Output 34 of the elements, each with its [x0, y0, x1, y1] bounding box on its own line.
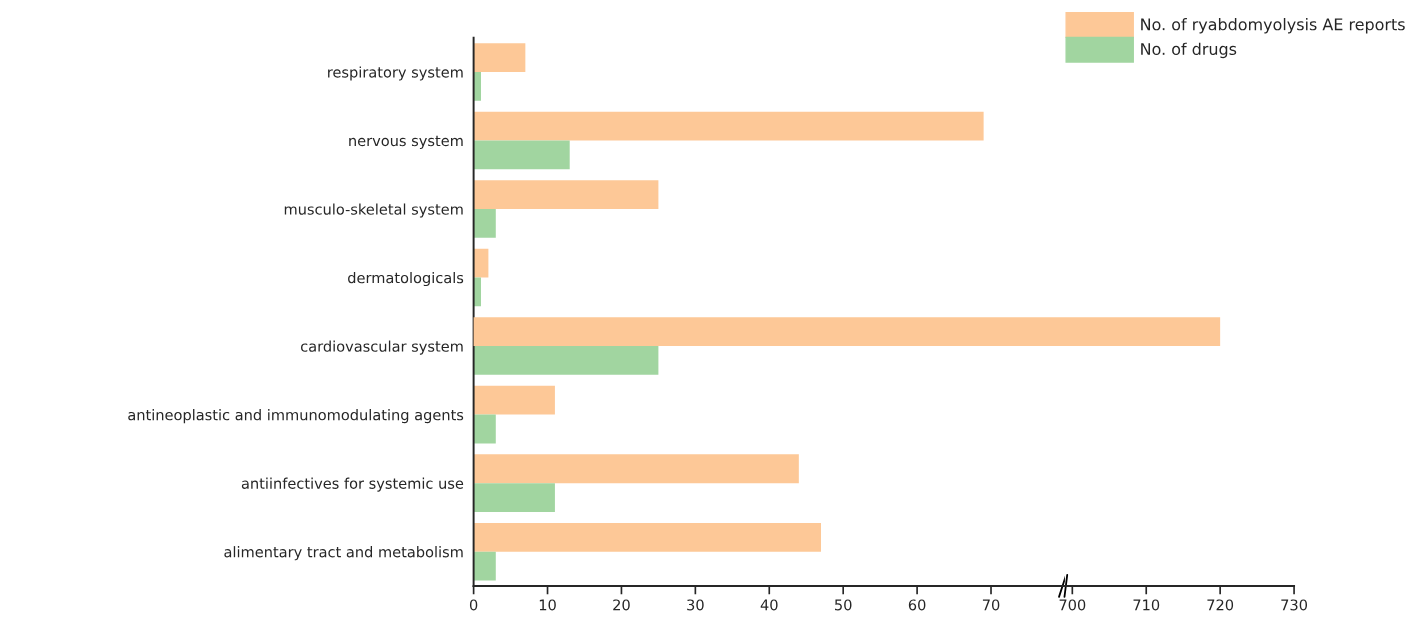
bar [473, 111, 984, 141]
x-tick-label: 730 [1281, 599, 1308, 611]
x-tick-label: 70 [982, 599, 1000, 611]
bar [473, 43, 526, 72]
x-tick-label: 710 [1133, 599, 1160, 611]
legend-label: No. of drugs [1141, 42, 1237, 59]
x-tick-label: 20 [613, 599, 630, 611]
bar [473, 483, 555, 512]
bar [473, 414, 496, 444]
x-tick-label: 720 [1207, 599, 1234, 611]
x-tick-label: 30 [687, 599, 704, 611]
bar [473, 140, 570, 170]
bar [473, 385, 555, 415]
y-tick-label: musculo-skeletal system [284, 203, 463, 218]
y-tick-label: respiratory system [328, 66, 463, 81]
bar [473, 551, 496, 581]
x-tick-label: 40 [760, 599, 778, 611]
x-tick-label: 0 [469, 599, 478, 611]
y-tick-label: nervous system [349, 135, 463, 150]
x-tick-label: 50 [835, 599, 852, 611]
y-tick-label: antineoplastic and immunomodulating agents [128, 409, 464, 424]
x-tick-label: 60 [908, 599, 926, 611]
y-tick-label: cardiovascular system [301, 340, 463, 355]
x-tick-label: 10 [539, 599, 556, 611]
y-tick-label: alimentary tract and metabolism [224, 546, 463, 561]
x-tick-label: 700 [1059, 599, 1086, 611]
y-tick-label: antiinfectives for systemic use [241, 477, 464, 492]
bar [473, 522, 822, 552]
legend-label: No. of ryabdomyolysis AE reports [1141, 18, 1405, 34]
bar [473, 209, 496, 238]
y-tick-label: dermatologicals [348, 272, 464, 287]
bar [473, 454, 799, 484]
bar [473, 346, 659, 375]
bar [473, 180, 659, 210]
